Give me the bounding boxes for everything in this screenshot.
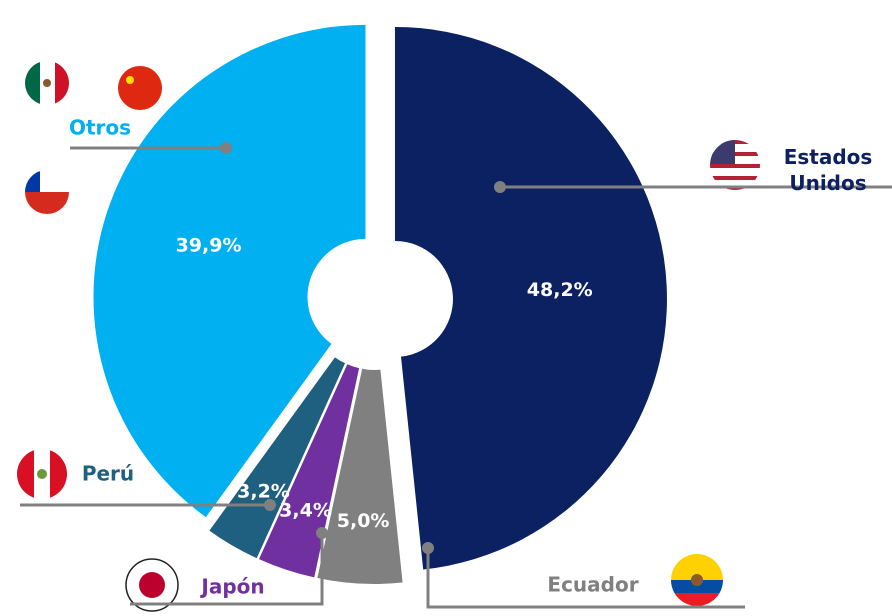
leader-dot: [316, 527, 328, 539]
flag-mexico: [25, 61, 69, 105]
value-label: 3,4%: [279, 499, 332, 521]
flag-peru: [17, 449, 67, 499]
flag-china: [118, 66, 162, 110]
category-label: Perú: [82, 462, 134, 486]
flag-chile: [25, 170, 69, 214]
value-label: 39,9%: [176, 235, 242, 257]
category-label: Estados Unidos: [784, 145, 873, 195]
flag-usa: [710, 140, 760, 190]
leader-dot: [220, 142, 232, 154]
donut-hole: [317, 242, 433, 358]
flags: [17, 61, 760, 612]
slice: [209, 357, 346, 559]
value-label: 3,2%: [237, 480, 290, 502]
flag-ecuador: [671, 554, 723, 606]
flag-japan: [125, 558, 179, 612]
slice: [258, 364, 360, 578]
leader-dot: [494, 181, 506, 193]
category-label: Ecuador: [547, 573, 638, 597]
slice: [394, 26, 667, 570]
leader-dot: [264, 499, 276, 511]
leader-line: [426, 548, 745, 609]
value-label: 48,2%: [527, 279, 593, 301]
leader-line: [130, 533, 324, 606]
value-label: 5,0%: [337, 510, 390, 532]
slice: [317, 368, 403, 584]
category-label: Otros: [69, 116, 131, 140]
category-label: Japón: [199, 575, 264, 599]
leader-dot: [422, 542, 434, 554]
